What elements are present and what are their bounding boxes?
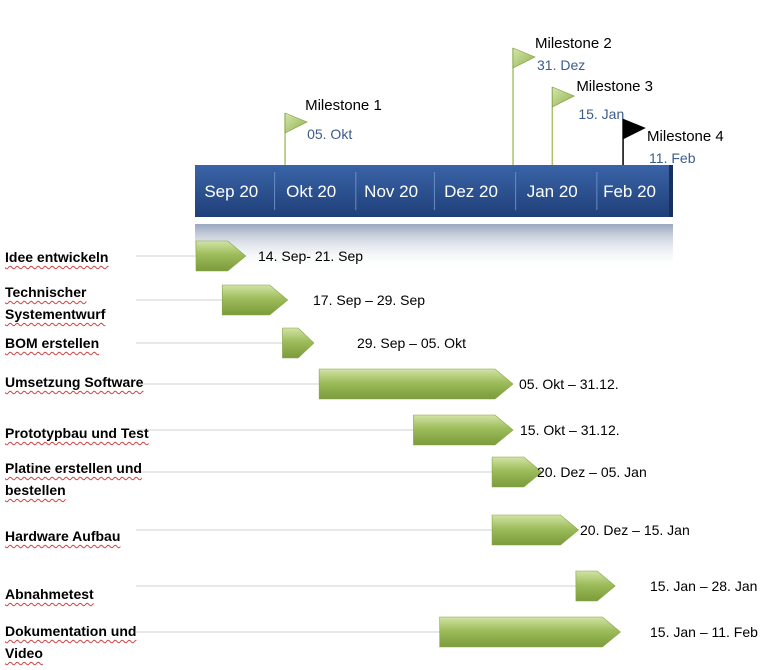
milestone-name: Milestone 4: [647, 128, 724, 145]
milestone-flag-icon: [552, 86, 576, 108]
month-label: Feb 20: [603, 182, 656, 201]
task-label: Hardware Aufbau: [5, 525, 120, 547]
task-range-label: 15. Jan – 28. Jan: [650, 578, 757, 594]
milestone-date: 05. Okt: [307, 126, 352, 142]
milestone-date: 31. Dez: [537, 57, 585, 73]
month-label: Nov 20: [364, 182, 418, 201]
milestone-flag-icon: [622, 118, 646, 140]
task-bar: [221, 284, 289, 316]
task-label: Prototypbau und Test: [5, 422, 149, 444]
task-range-label: 05. Okt – 31.12.: [519, 376, 619, 392]
month-label: Jan 20: [527, 182, 578, 201]
task-label-text: Abnahmetest: [5, 586, 94, 602]
task-label-text: BOM erstellen: [5, 335, 100, 351]
milestone: Milestone 3 15. Jan: [551, 78, 653, 165]
task-bar: [413, 414, 514, 446]
month-label: Okt 20: [286, 182, 336, 201]
task-range-label: 20. Dez – 05. Jan: [537, 464, 647, 480]
milestone: Milestone 1 05. Okt: [284, 97, 382, 165]
timeline-band-edge: [669, 165, 673, 217]
task-label: BOM erstellen: [5, 332, 99, 354]
task-label-text: Platine erstellen und bestellen: [5, 460, 142, 498]
milestone: Milestone 2 31. Dez: [512, 35, 612, 165]
task-bar: [318, 368, 514, 400]
task-label-text: Dokumentation und Video: [5, 623, 137, 661]
month-label: Dez 20: [444, 182, 498, 201]
milestone: Milestone 4 11. Feb: [622, 118, 724, 166]
month-label: Sep 20: [204, 182, 258, 201]
milestone-flag-icon: [284, 112, 308, 134]
task-label-text: Hardware Aufbau: [5, 528, 121, 544]
task-range-label: 29. Sep – 05. Okt: [357, 335, 466, 351]
task-bar: [195, 240, 247, 272]
task-label: Idee entwickeln: [5, 246, 108, 268]
task-label: Dokumentation und Video: [5, 620, 155, 664]
milestone-name: Milestone 2: [535, 35, 612, 52]
task-range-label: 15. Okt – 31.12.: [520, 422, 620, 438]
task-label: Umsetzung Software: [5, 371, 143, 393]
task-bar: [491, 514, 579, 546]
task-label: Technischer Systementwurf: [5, 281, 125, 325]
task-bar: [282, 327, 315, 359]
task-range-label: 15. Jan – 11. Feb: [650, 624, 758, 640]
task-range-label: 20. Dez – 15. Jan: [580, 522, 690, 538]
task-label: Abnahmetest: [5, 583, 94, 605]
task-label-text: Technischer Systementwurf: [5, 284, 106, 322]
milestone-flag-icon: [512, 47, 536, 69]
milestone-date: 15. Jan: [578, 106, 624, 122]
task-bar: [439, 616, 621, 648]
milestone-name: Milestone 3: [576, 78, 653, 95]
task-label: Platine erstellen und bestellen: [5, 457, 165, 501]
task-bar: [575, 570, 616, 602]
milestone-date: 11. Feb: [649, 150, 696, 166]
task-range-label: 17. Sep – 29. Sep: [313, 292, 425, 308]
task-range-label: 14. Sep- 21. Sep: [258, 248, 363, 264]
task-label-text: Prototypbau und Test: [5, 425, 149, 441]
task-label-text: Idee entwickeln: [5, 249, 109, 265]
task-label-text: Umsetzung Software: [5, 374, 144, 390]
task-bar: [491, 456, 543, 488]
milestone-name: Milestone 1: [305, 97, 382, 114]
timeline-shadow: [195, 224, 673, 270]
